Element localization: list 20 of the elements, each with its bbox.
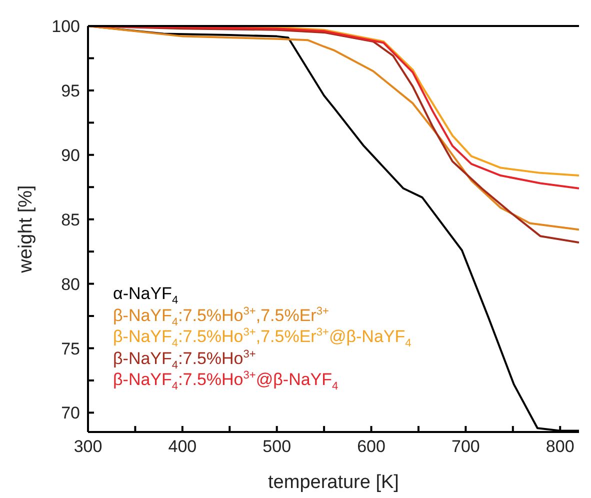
x-tick-label: 400 bbox=[168, 437, 197, 456]
x-tick-label: 700 bbox=[452, 437, 480, 456]
x-tick-label: 300 bbox=[74, 437, 102, 456]
text: β-NaYF$_{4}$:7.5%Ho$^{3+}$ bbox=[113, 348, 257, 371]
x-tick-label: 500 bbox=[262, 437, 292, 456]
y-tick-label: 85 bbox=[61, 210, 80, 230]
text: β-NaYF$_{4}$:7.5%Ho$^{3+}$@β-NaYF$_{4}$ bbox=[113, 369, 340, 392]
x-tick-label: 800 bbox=[546, 437, 574, 456]
y-axis-title: weight [%] bbox=[16, 185, 37, 274]
y-tick-label: 90 bbox=[61, 146, 80, 165]
text: β-NaYF$_{4}$:7.5%Ho$^{3+}$,7.5%Er$^{3+}$@β-NaYF$_{4}$ bbox=[113, 326, 412, 350]
y-tick-label: 70 bbox=[61, 404, 80, 423]
y-tick-label: 80 bbox=[61, 274, 80, 294]
x-tick-label: 600 bbox=[357, 437, 386, 456]
x-axis-title: temperature [K] bbox=[268, 472, 399, 493]
y-tick-label: 75 bbox=[61, 339, 80, 358]
text: β-NaYF$_{4}$:7.5%Ho$^{3+}$,7.5%Er$^{3+}$ bbox=[113, 304, 330, 328]
y-tick-label: 95 bbox=[61, 81, 80, 100]
y-tick-label: 100 bbox=[52, 17, 80, 36]
text: α-NaYF$_{4}$ bbox=[113, 283, 180, 306]
